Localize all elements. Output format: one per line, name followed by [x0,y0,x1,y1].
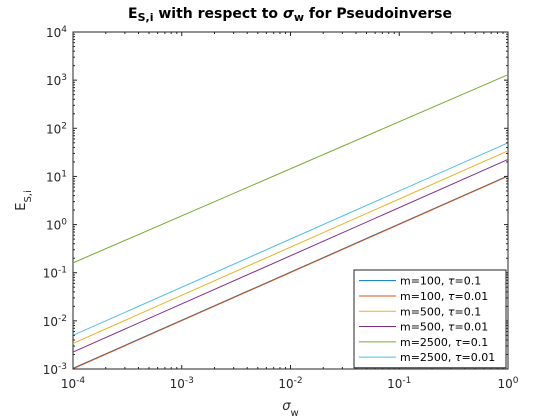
y-tick-label: 10-2 [43,314,67,329]
y-tick-label: 10-3 [43,362,67,377]
legend-label: m=2500, τ=0.1 [400,336,488,349]
x-axis-label: σw [282,399,298,419]
chart-title-part: E [128,6,138,22]
chart-title: ES,i with respect to σw for Pseudoinvers… [128,6,452,24]
legend-label: m=2500, τ=0.01 [400,351,495,364]
legend-label: m=100, τ=0.01 [400,290,488,303]
y-tick-label: 101 [46,169,67,184]
x-tick-label: 10-2 [278,376,302,391]
series-lines [72,74,509,370]
legend: m=100, τ=0.1 m=100, τ=0.01 m=500, τ=0.1 m=5… [353,269,507,369]
x-tick-label: 100 [497,376,518,391]
chart-title-part: with respect to [153,6,282,22]
chart-title-part: S,i [138,11,154,24]
y-tick-label: 100 [46,218,67,233]
legend-label: m=500, τ=0.01 [400,321,488,334]
series-line [72,175,509,370]
legend-label: m=500, τ=0.1 [400,305,481,318]
series-line [72,159,509,353]
series-line [72,74,509,264]
chart-title-part: for Pseudoinverse [304,6,452,22]
y-tick-label: 103 [46,73,67,88]
y-tick-label: 104 [46,25,67,40]
x-tick-label: 10-4 [61,376,86,391]
x-tick-label: 10-3 [170,376,194,391]
legend-label: m=100, τ=0.1 [400,275,481,288]
series-line [72,150,509,344]
series-line [72,142,509,336]
y-tick-label: 10-1 [43,266,67,281]
chart-title-part: w [294,11,304,24]
legend-box [353,269,507,369]
y-axis-label: ES,i [14,190,34,211]
x-tick-label: 10-1 [387,376,411,391]
x-ticks: 10-4 10-3 10-2 10-1 100 [61,32,519,391]
chart-title-part: σ [283,6,294,22]
y-tick-label: 102 [46,121,67,136]
